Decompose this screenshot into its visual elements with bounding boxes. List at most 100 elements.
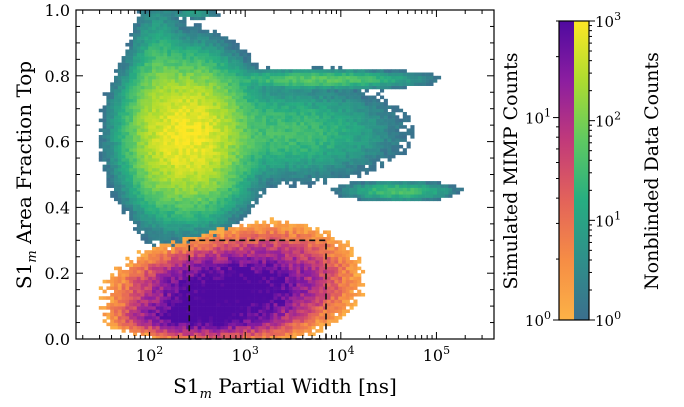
heatmap-cell — [152, 59, 157, 63]
heatmap-cell — [193, 121, 198, 126]
heatmap-cell — [167, 194, 172, 198]
heatmap-cell — [220, 125, 225, 129]
heatmap-cell — [114, 174, 119, 179]
heatmap-cell — [342, 69, 347, 73]
heatmap-cell — [136, 197, 141, 202]
heatmap-cell — [361, 75, 366, 80]
heatmap-cell — [144, 190, 149, 195]
heatmap-cell — [133, 269, 138, 274]
heatmap-cell — [174, 269, 179, 274]
heatmap-cell — [133, 309, 138, 313]
heatmap-cell — [133, 194, 138, 198]
heatmap-cell — [247, 266, 252, 271]
heatmap-cell — [311, 111, 316, 116]
heatmap-cell — [144, 131, 149, 136]
heatmap-cell — [212, 13, 217, 17]
heatmap-cell — [209, 210, 214, 215]
heatmap-cell — [239, 135, 244, 139]
heatmap-cell — [243, 260, 248, 264]
heatmap-cell — [349, 111, 354, 116]
heatmap-cell — [136, 190, 141, 195]
heatmap-cell — [125, 59, 130, 63]
heatmap-cell — [380, 131, 385, 136]
heatmap-cell — [197, 289, 202, 294]
heatmap-cell — [357, 161, 362, 165]
heatmap-cell — [152, 161, 157, 165]
heatmap-cell — [269, 111, 274, 116]
heatmap-cell — [212, 263, 217, 267]
heatmap-cell — [387, 135, 392, 139]
heatmap-cell — [182, 26, 187, 31]
heatmap-cell — [216, 213, 221, 218]
heatmap-cell — [239, 273, 244, 277]
heatmap-cell — [136, 154, 141, 159]
heatmap-cell — [353, 98, 358, 103]
heatmap-cell — [159, 151, 164, 156]
heatmap-cell — [152, 131, 157, 136]
heatmap-cell — [224, 95, 229, 100]
heatmap-cell — [171, 174, 176, 179]
heatmap-cell — [212, 59, 217, 63]
heatmap-cell — [167, 187, 172, 192]
heatmap-cell — [212, 88, 217, 93]
heatmap-cell — [269, 98, 274, 103]
heatmap-cell — [209, 329, 214, 333]
heatmap-cell — [292, 141, 297, 146]
heatmap-cell — [326, 95, 331, 100]
heatmap-cell — [364, 85, 369, 90]
heatmap-cell — [235, 302, 240, 307]
heatmap-cell — [159, 115, 164, 119]
heatmap-cell — [197, 319, 202, 323]
heatmap-cell — [152, 88, 157, 93]
heatmap-cell — [353, 118, 358, 123]
heatmap-cell — [117, 296, 122, 300]
heatmap-cell — [174, 121, 179, 126]
heatmap-cell — [224, 174, 229, 179]
heatmap-cell — [148, 174, 153, 179]
heatmap-cell — [231, 217, 236, 221]
heatmap-cell — [186, 237, 191, 241]
heatmap-cell — [110, 319, 115, 323]
heatmap-cell — [193, 296, 198, 300]
heatmap-cell — [399, 118, 404, 123]
heatmap-cell — [159, 230, 164, 235]
heatmap-cell — [323, 144, 328, 149]
heatmap-cell — [171, 329, 176, 333]
heatmap-cell — [106, 315, 111, 320]
heatmap-cell — [167, 26, 172, 31]
heatmap-cell — [266, 85, 271, 90]
heatmap-cell — [205, 181, 210, 185]
heatmap-cell — [296, 108, 301, 113]
heatmap-cell — [152, 154, 157, 159]
heatmap-cell — [114, 171, 119, 175]
heatmap-cell — [121, 69, 126, 73]
heatmap-cell — [319, 102, 324, 106]
heatmap-cell — [231, 319, 236, 323]
heatmap-cell — [273, 184, 278, 188]
heatmap-cell — [125, 256, 130, 261]
heatmap-cell — [201, 266, 206, 271]
heatmap-cell — [273, 164, 278, 169]
heatmap-cell — [383, 135, 388, 139]
heatmap-cell — [247, 312, 252, 317]
heatmap-cell — [250, 181, 255, 185]
heatmap-cell — [163, 125, 168, 129]
heatmap-cell — [117, 269, 122, 274]
heatmap-cell — [254, 322, 259, 327]
heatmap-cell — [129, 306, 134, 310]
heatmap-cell — [98, 151, 103, 156]
heatmap-cell — [140, 164, 145, 169]
heatmap-cell — [171, 322, 176, 327]
heatmap-cell — [243, 95, 248, 100]
heatmap-cell — [171, 115, 176, 119]
heatmap-cell — [243, 158, 248, 162]
heatmap-cell — [110, 302, 115, 307]
heatmap-cell — [300, 177, 305, 182]
heatmap-cell — [136, 266, 141, 271]
heatmap-cell — [167, 154, 172, 159]
heatmap-cell — [163, 269, 168, 274]
heatmap-cell — [197, 42, 202, 47]
heatmap-cell — [281, 85, 286, 90]
heatmap-cell — [178, 148, 183, 152]
heatmap-cell — [231, 161, 236, 165]
